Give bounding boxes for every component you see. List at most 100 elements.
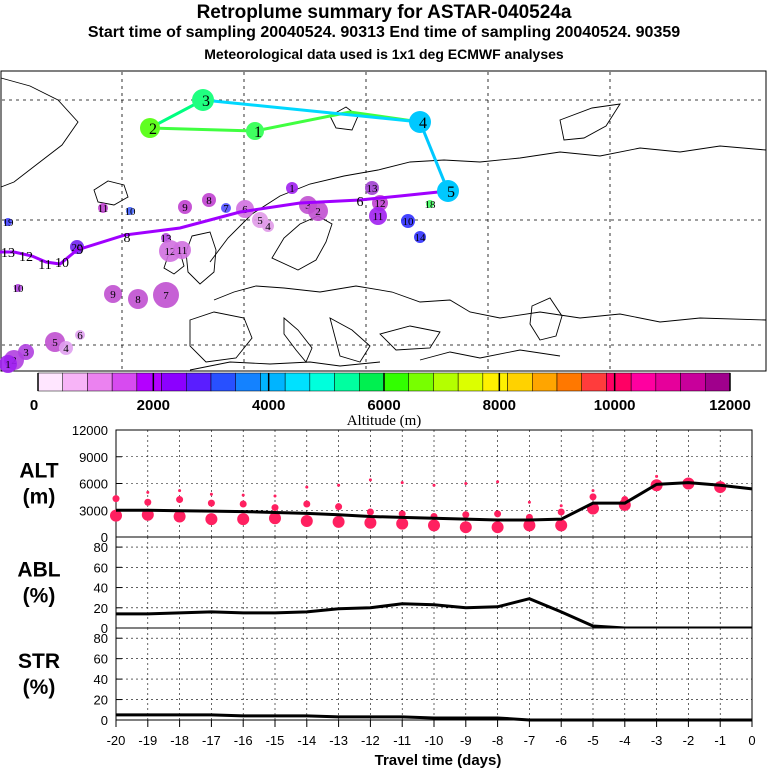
cluster-label-17: 13 [161, 233, 173, 245]
coastline-middle-east [419, 349, 561, 361]
xtick-label-8: -13 [329, 733, 348, 748]
altitude-colorbar: 0 2000 4000 6000 8000 10000 12000 Altitude (m) [30, 372, 751, 429]
alt-marker-25 [239, 500, 247, 508]
xtick-label-3: -18 [170, 733, 189, 748]
xtick-label-2: -19 [138, 733, 157, 748]
cluster-label-1: 11 [98, 203, 109, 215]
colorbar-swatch-23 [581, 372, 607, 392]
colorbar-swatch-26 [655, 372, 681, 392]
main-track-label-3: 11 [38, 258, 51, 273]
panel-alt: 0 3000 6000 9000 12000 ALT (m) [19, 423, 753, 545]
chart-title: Retroplume summary for ASTAR-040524a [196, 2, 572, 23]
cluster-label-24: 6 [77, 330, 83, 342]
cluster-label-29: 1 [5, 359, 11, 371]
xtick-label-7: -14 [297, 733, 316, 748]
alt-marker-28 [335, 503, 343, 511]
cluster-marker-1 [98, 203, 108, 213]
colorbar-swatches [37, 372, 731, 392]
xtick-label-6: -15 [266, 733, 285, 748]
cluster-label-25: 5 [52, 337, 58, 349]
colorbar-swatch-2 [62, 372, 88, 392]
colorbar-title: Altitude (m) [347, 413, 422, 429]
alt-marker-44 [337, 483, 341, 487]
alt-marker-53 [655, 474, 659, 478]
colorbar-swatch-27 [680, 372, 706, 392]
colorbar-swatch-17 [433, 372, 459, 392]
xtick-label-5: -16 [234, 733, 253, 748]
cluster-label-13: 12 [375, 198, 386, 210]
alt-marker-14 [523, 519, 536, 532]
xtick-label-17: -4 [619, 733, 631, 748]
alt-marker-50 [527, 500, 531, 504]
coastline-scandinavia [271, 215, 333, 271]
alt-marker-35 [557, 508, 565, 516]
alt-marker-7 [300, 514, 313, 527]
alt-marker-9 [364, 516, 377, 529]
cluster-marker-21 [104, 285, 122, 303]
xtick-label-11: -10 [425, 733, 444, 748]
colorbar-swatch-16 [408, 372, 434, 392]
x-axis-label: Travel time (days) [375, 752, 502, 768]
coastline-iceland [93, 180, 129, 206]
cluster-marker-24 [75, 330, 85, 340]
alt-marker-48 [464, 482, 468, 485]
alt-marker-41 [241, 493, 245, 497]
coastline-europe [213, 285, 767, 323]
main-track-label-6: 8 [124, 231, 131, 246]
panel-abl: 0 20 40 60 80 ABL (%) [17, 536, 753, 636]
cluster-marker-32 [426, 200, 434, 208]
cluster-marker-3 [178, 200, 192, 214]
colorbar-swatch-14 [359, 372, 385, 392]
cluster-marker-19 [173, 241, 191, 259]
alt-marker-51 [559, 504, 563, 508]
colorbar-swatch-7 [186, 372, 212, 392]
cluster-marker-23 [153, 282, 179, 308]
colorbar-swatch-12 [309, 372, 335, 392]
x-axis: -20 -19 -18 -17 -16 -15 -14 -13 -12 -11 -10 -9 -8 -7-… [107, 720, 756, 748]
xtick-label-4: -17 [202, 733, 221, 748]
alt-marker-49 [496, 480, 500, 484]
xtick-label-10: -11 [393, 733, 411, 748]
alt-marker-26 [271, 504, 279, 512]
alt-marker-3 [173, 510, 186, 523]
upper-track-node-1 [409, 111, 431, 133]
xtick-label-15: -6 [555, 733, 567, 748]
alt-marker-43 [305, 485, 309, 489]
upper-track-label-1: 4 [419, 115, 427, 132]
coastline-arctic-russia [209, 145, 767, 263]
alt-marker-6 [269, 512, 281, 525]
coastline-balkans [329, 317, 371, 363]
ylabel-str-2: (%) [23, 676, 56, 699]
alt-marker-46 [400, 481, 404, 485]
xtick-label-21: 0 [748, 733, 755, 748]
colorbar-swatch-8 [210, 372, 236, 392]
upper-track-seg-4 [418, 121, 450, 192]
colorbar-swatch-15 [383, 372, 409, 392]
series-line-str [116, 713, 752, 722]
cluster-label-20: 10 [13, 283, 25, 295]
alt-marker-22 [144, 498, 152, 506]
alt-marker-15 [555, 519, 568, 532]
main-track-label-7: 6 [357, 195, 364, 210]
cluster-label-7: 5 [257, 215, 263, 227]
cluster-label-14: 11 [373, 211, 384, 223]
alt-marker-39 [178, 489, 182, 493]
xtick-label-12: -9 [460, 733, 472, 748]
alt-marker-11 [428, 519, 440, 532]
cluster-label-11: 1 [289, 183, 295, 195]
alt-marker-27 [303, 500, 311, 508]
ylabel-abl-1: ABL [17, 559, 60, 582]
cluster-label-19: 11 [177, 245, 188, 257]
colorbar-tick-label-6: 10000 [594, 397, 636, 414]
cluster-marker-10 [308, 201, 328, 221]
alt-marker-38 [146, 490, 150, 494]
trajectory-map: 1110987654321131211101413121110987654321… [0, 70, 767, 373]
cluster-marker-29 [0, 355, 17, 373]
cluster-label-5: 7 [223, 203, 229, 215]
upper-track-seg-3 [202, 98, 421, 124]
ylabel-abl-2: (%) [23, 585, 56, 608]
cluster-label-8: 4 [265, 221, 271, 233]
ytick-label-alt-0: 0 [101, 530, 108, 545]
colorbar-swatch-19 [482, 372, 508, 392]
xtick-label-19: -2 [683, 733, 695, 748]
